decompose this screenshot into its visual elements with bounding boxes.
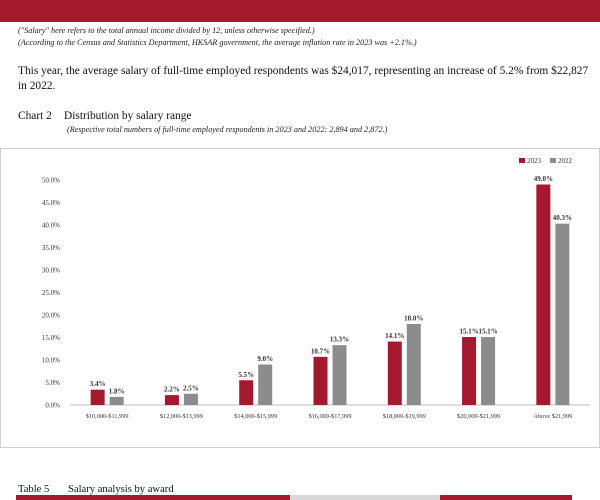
x-tick-label: Above $21,999 [533,413,572,420]
bar-2022 [183,393,198,405]
bar-2022 [406,324,421,405]
table-number: Table 5 [18,484,50,495]
bar-2022 [555,223,570,405]
data-label: 49.0% [534,175,553,183]
data-label: 40.3% [553,214,572,222]
data-label: 9.0% [257,355,273,363]
chart-title: Distribution by salary range [64,110,192,122]
table-header-band-mid [290,495,440,500]
bar-2023 [313,356,328,405]
bar-2022 [481,337,496,405]
x-tick-label: $10,000-$11,999 [86,413,129,420]
legend-swatch-2022 [550,158,556,163]
y-tick-label: 35.0% [42,244,60,252]
legend-label: 2022 [558,157,573,165]
table-header-band [16,495,572,500]
y-tick-label: 30.0% [42,267,60,275]
table-heading: Table 5 Salary analysis by award [18,484,174,495]
legend-swatch-2023 [519,158,525,163]
x-tick-label: $20,000-$21,999 [457,413,500,420]
legend-label: 2023 [527,157,542,165]
x-tick-label: $18,000-$19,999 [383,413,426,420]
y-tick-label: 20.0% [42,312,60,320]
data-label: 3.4% [90,380,106,388]
data-label: 15.1% [459,328,478,336]
bar-2022 [109,396,124,405]
chart-canvas: 0.0% 5.0% 10.0% 15.0% 20.0% 25.0% 30.0% 35.0% 40… [0,148,600,448]
chart-frame [0,148,600,448]
data-label: 2.5% [183,384,199,392]
inflation-note: (According to the Census and Statistics … [18,38,417,47]
salary-distribution-chart: 0.0% 5.0% 10.0% 15.0% 20.0% 25.0% 30.0% 35.0% 40… [0,148,600,448]
data-label: 1.8% [109,387,125,395]
data-label: 2.2% [164,386,180,394]
chart-number: Chart 2 [18,110,52,122]
salary-definition-note: ("Salary" here refers to the total annua… [18,26,315,35]
y-tick-label: 10.0% [42,357,60,365]
y-tick-label: 45.0% [42,199,60,207]
bar-2022 [332,345,347,405]
bar-2023 [164,395,179,405]
data-label: 10.7% [311,347,330,355]
data-label: 5.5% [238,371,254,379]
summary-paragraph: This year, the average salary of full-ti… [18,65,589,92]
y-tick-label: 25.0% [42,289,60,297]
y-tick-label: 0.0% [45,402,60,410]
y-tick-label: 40.0% [42,222,60,230]
bar-2022 [258,364,273,405]
y-tick-label: 15.0% [42,334,60,342]
bar-2023 [387,341,402,405]
bar-2023 [462,337,477,405]
data-label: 13.3% [330,336,349,344]
data-label: 14.1% [385,332,404,340]
bar-2023 [90,389,105,405]
bar-2023 [536,184,551,405]
data-label: 18.0% [404,315,423,323]
y-tick-label: 50.0% [42,177,60,185]
chart-subtitle: (Respective total numbers of full-time e… [67,125,388,134]
table-title: Salary analysis by award [68,484,174,495]
bar-2023 [239,380,254,405]
x-tick-label: $14,000-$15,999 [234,413,277,420]
x-tick-label: $16,000-$17,999 [308,413,351,420]
y-tick-label: 5.0% [45,379,60,387]
data-label: 15.1% [478,328,497,336]
chart-heading: Chart 2 Distribution by salary range [18,110,191,122]
header-band [0,0,600,22]
x-tick-label: $12,000-$13,999 [160,413,203,420]
